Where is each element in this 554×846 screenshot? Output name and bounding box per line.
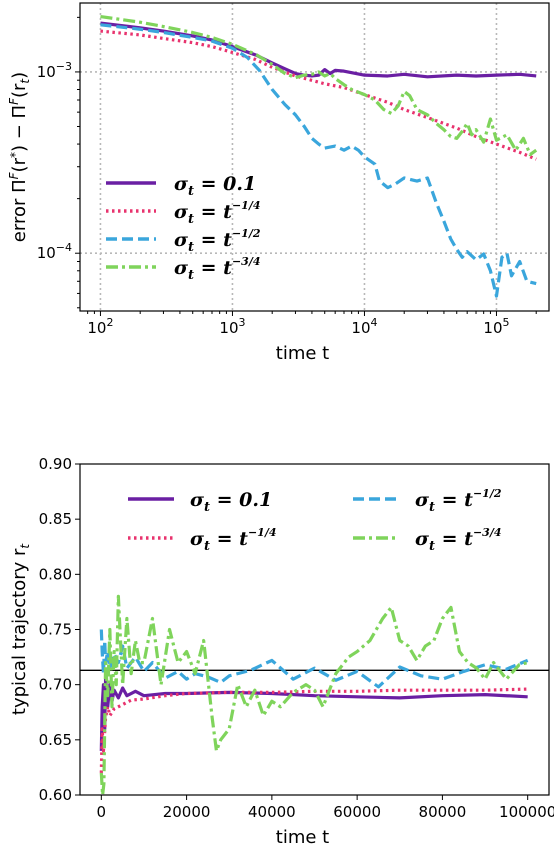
x-tick-label: 102 [87, 316, 113, 337]
legend-entry-3: σt = t−1/2 [415, 487, 502, 515]
chart-panel-1: 102 103 104 105 10−3 10−4 time t error ΠF​(r*​)… [7, 2, 550, 364]
x-tick-label: 80000 [419, 803, 467, 821]
y-tick-label: 10−4 [37, 241, 72, 262]
y-tick-label: 0.70 [39, 676, 72, 694]
y-tick-label: 0.60 [39, 786, 72, 804]
y-tick-label: 0.90 [39, 455, 72, 473]
series-line-2 [99, 687, 528, 773]
y-axis-label: error ΠF​(r*​) − ΠF​(rt​) [7, 72, 32, 242]
x-axis-label: time t [276, 827, 329, 846]
y-tick-label: 0.85 [39, 510, 72, 528]
legend-entry-2: σt = t−1/4 [190, 526, 277, 554]
legend-entry-2: σt = t−1/4 [174, 199, 261, 227]
plot-frame [79, 2, 550, 312]
x-tick-label: 0 [97, 803, 107, 821]
series-line-2 [100, 29, 537, 161]
x-tick-label: 100000 [499, 803, 554, 821]
y-tick-label: 0.65 [39, 731, 72, 749]
legend: σt = 0.1 σt = t−1/4 σt = t−1/2 σt = t−3/4 [128, 487, 502, 554]
y-tick-label: 0.75 [39, 621, 72, 639]
x-tick-label: 104 [351, 316, 377, 337]
y-tick-label: 0.80 [39, 565, 72, 583]
x-tick-label: 20000 [163, 803, 211, 821]
chart-panel-2: 0 20000 40000 60000 80000 100000 0.60 0.65 0.70 0… [9, 455, 554, 846]
x-tick-label: 103 [219, 316, 245, 337]
x-tick-label: 60000 [333, 803, 381, 821]
legend: σt = 0.1σt = t−1/4σt = t−1/2σt = t−3/4 [106, 173, 261, 283]
series-line-3 [100, 23, 537, 298]
series-line-1 [100, 21, 537, 79]
x-axis-label: time t [276, 343, 329, 364]
legend-entry-4: σt = t−3/4 [174, 255, 261, 283]
legend-entry-4: σt = t−3/4 [415, 526, 502, 554]
legend-entry-3: σt = t−1/2 [174, 227, 261, 255]
legend-entry-1: σt = 0.1 [190, 489, 272, 515]
legend-entry-1: σt = 0.1 [174, 173, 256, 199]
x-tick-label: 40000 [248, 803, 296, 821]
series-line-3 [99, 629, 529, 689]
y-tick-label: 10−3 [37, 60, 72, 81]
y-axis-label: typical trajectory rt​ [9, 543, 32, 716]
series-line-1 [99, 677, 528, 751]
series-line-4 [99, 594, 529, 795]
x-tick-label: 105 [483, 316, 509, 337]
series-line-4 [100, 14, 538, 157]
